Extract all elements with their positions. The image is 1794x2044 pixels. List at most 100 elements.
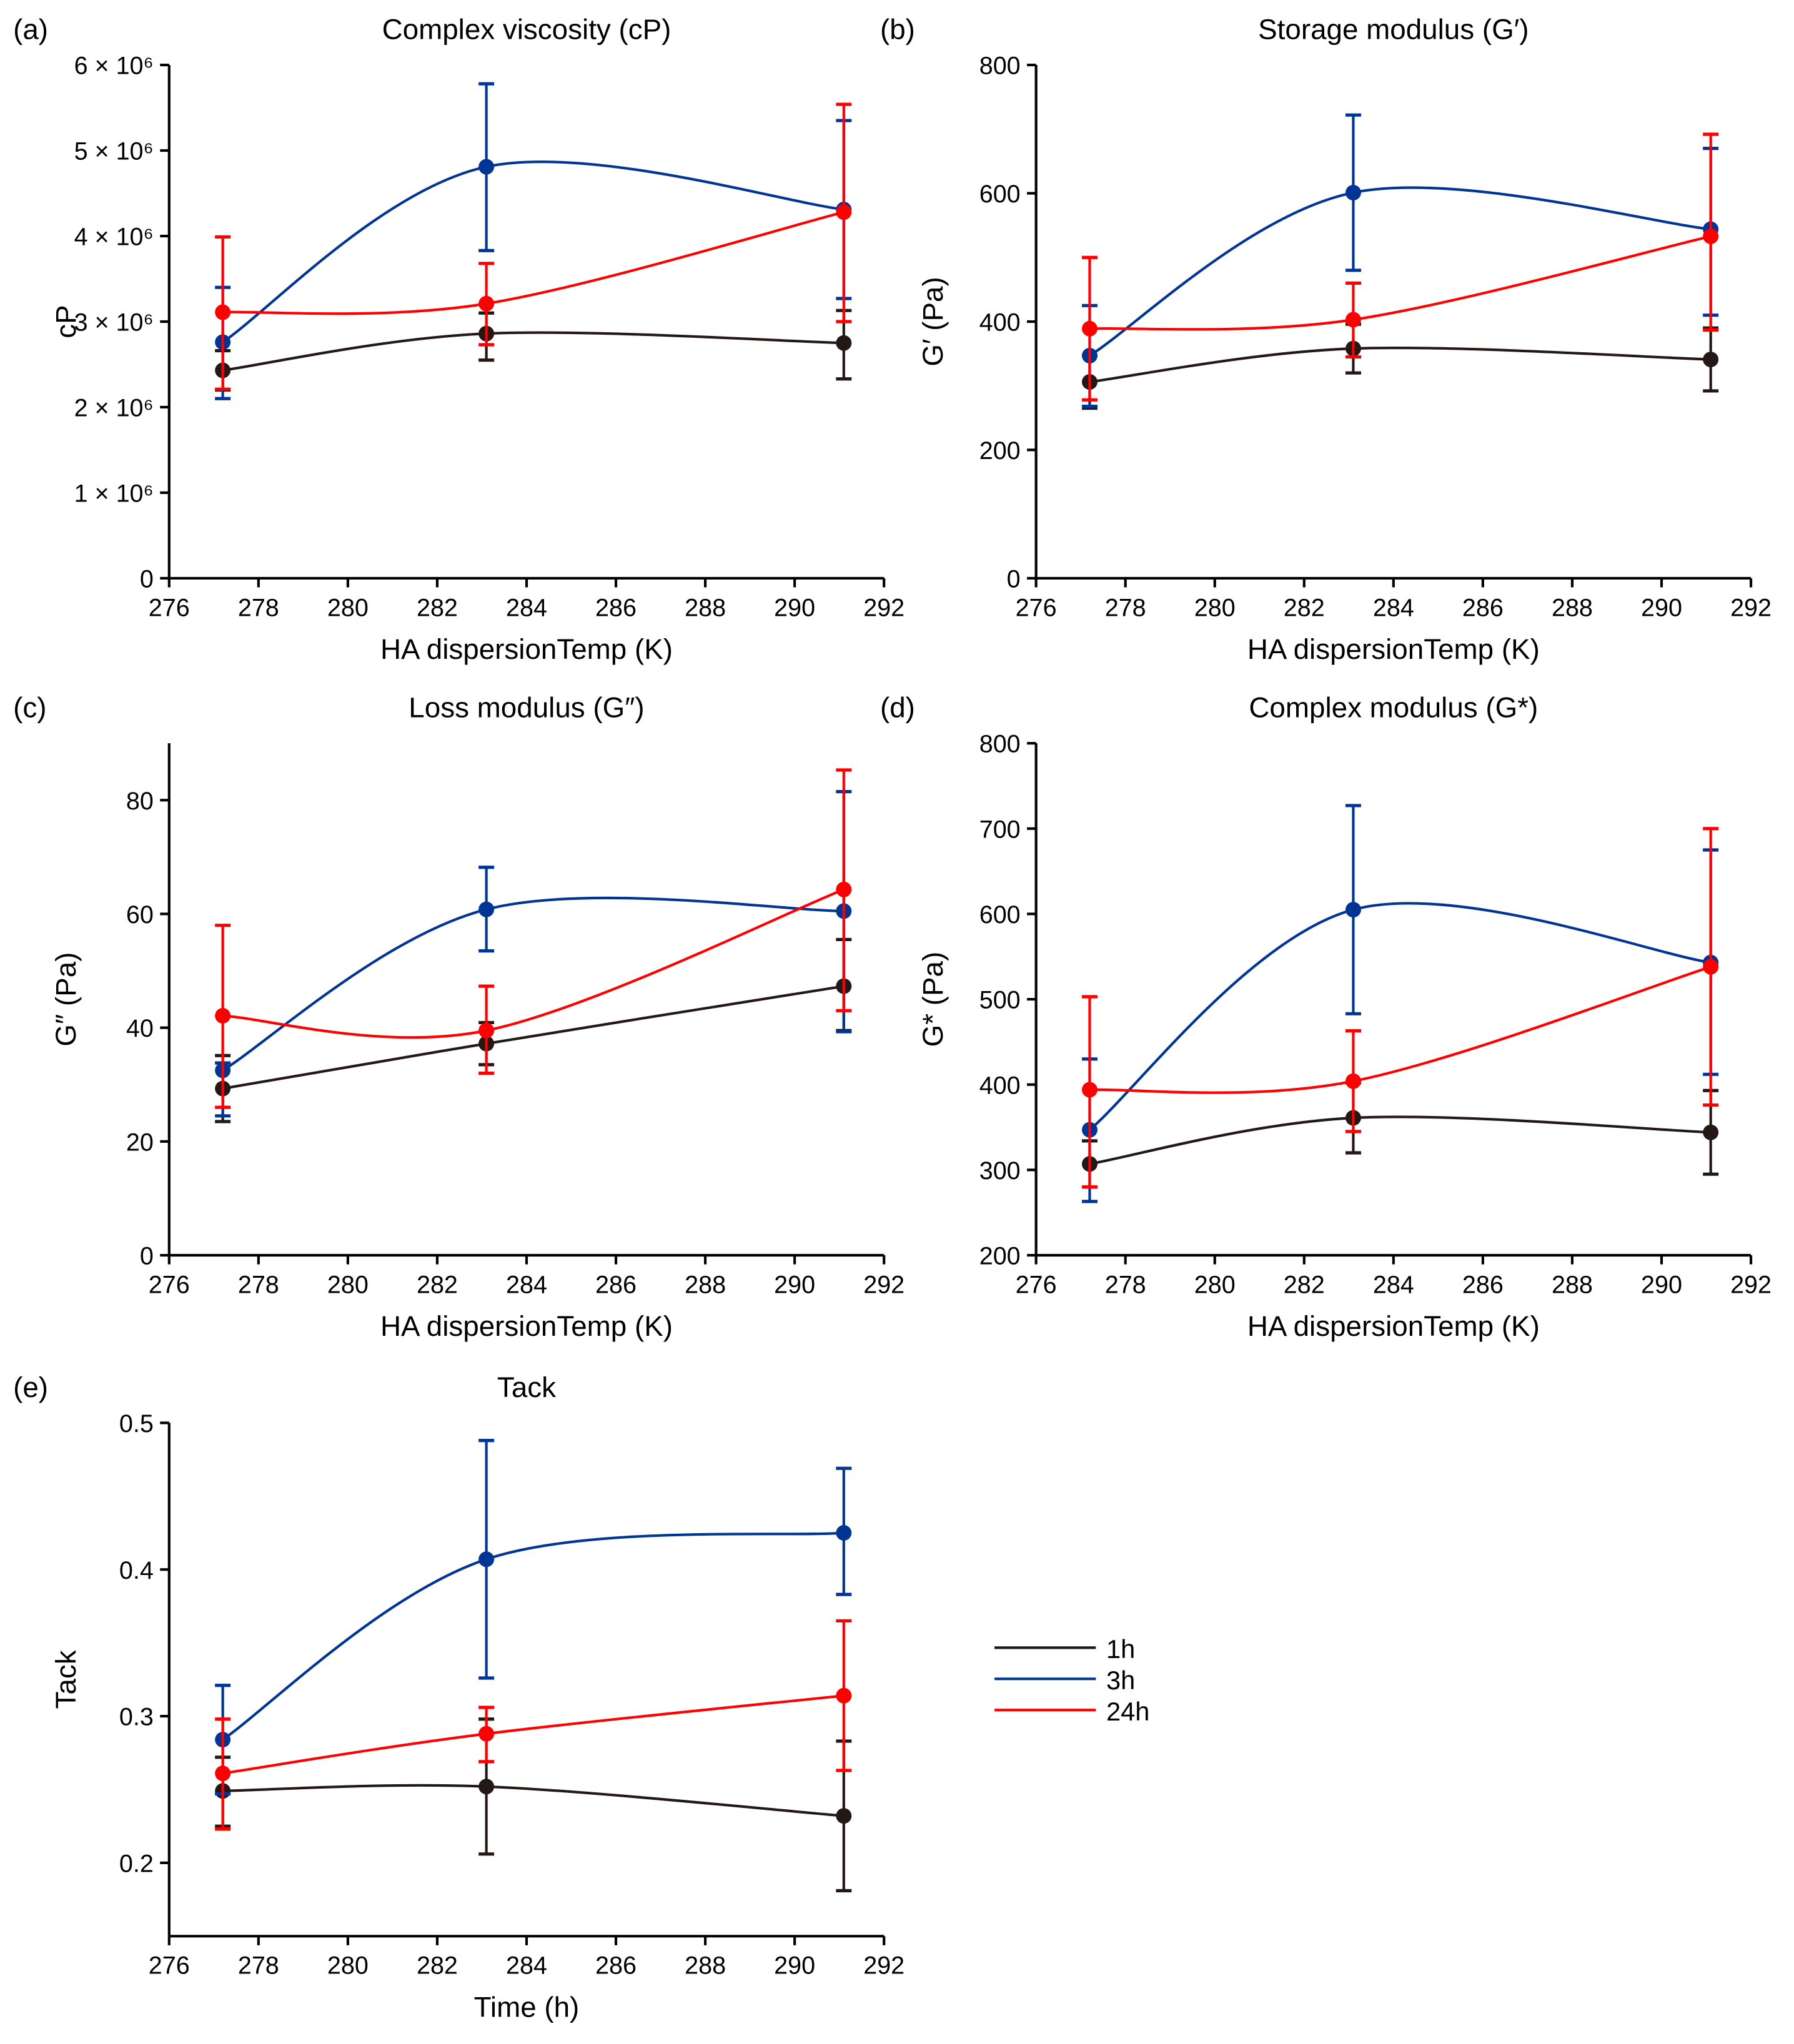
- panel-label: (d): [880, 692, 915, 724]
- x-tick-label: 278: [1105, 1271, 1146, 1298]
- y-tick-label: 6 × 10⁶: [74, 52, 154, 80]
- series-24h: [1081, 827, 1719, 1189]
- y-tick-label: 200: [979, 1243, 1021, 1270]
- x-axis-label: HA dispersionTemp (K): [1247, 633, 1540, 665]
- x-tick-label: 284: [506, 1952, 547, 1980]
- y-tick-label: 5 × 10⁶: [74, 138, 154, 165]
- y-tick-label: 1 × 10⁶: [74, 480, 154, 508]
- data-point-24h: [1703, 228, 1719, 244]
- x-tick-label: 292: [863, 594, 904, 621]
- y-axis-label: G′ (Pa): [917, 277, 949, 366]
- chart-title: Complex viscosity (cP): [382, 13, 672, 45]
- series-1h: [1081, 322, 1719, 410]
- x-tick-label: 290: [774, 1952, 815, 1980]
- series-line-24h: [1089, 965, 1712, 1094]
- series-line-3h: [222, 160, 845, 343]
- data-point-3h: [478, 901, 495, 917]
- x-tick-label: 284: [1373, 1271, 1414, 1298]
- data-point-24h: [836, 1687, 852, 1704]
- series-line-1h: [1089, 1115, 1711, 1165]
- series-3h: [1081, 804, 1719, 1203]
- x-tick-label: 290: [1641, 594, 1682, 621]
- data-point-24h: [1703, 959, 1719, 975]
- panel-label: (e): [13, 1371, 48, 1403]
- legend-label: 3h: [1106, 1666, 1135, 1695]
- data-point-24h: [1345, 312, 1361, 328]
- data-point-24h: [1081, 320, 1098, 337]
- data-point-24h: [836, 204, 852, 220]
- series-1h: [215, 1717, 852, 1893]
- legend-label: 1h: [1106, 1634, 1135, 1664]
- x-tick-label: 276: [149, 594, 190, 621]
- series-line-3h: [1089, 902, 1711, 1131]
- x-tick-label: 284: [506, 594, 547, 621]
- y-tick-label: 0.3: [119, 1704, 154, 1731]
- series-line-24h: [1089, 235, 1712, 331]
- x-tick-label: 284: [506, 1271, 547, 1298]
- x-tick-label: 292: [1730, 1271, 1772, 1298]
- data-point-1h: [478, 1779, 495, 1795]
- x-axis-label: Time (h): [474, 1991, 580, 2023]
- data-point-3h: [836, 1525, 852, 1541]
- legend-label: 24h: [1106, 1697, 1149, 1726]
- panel-label: (c): [13, 692, 46, 724]
- data-point-24h: [478, 295, 495, 312]
- series-24h: [1081, 132, 1719, 402]
- data-point-3h: [1345, 902, 1361, 918]
- data-point-24h: [478, 1726, 495, 1742]
- series-line-24h: [222, 888, 845, 1039]
- chart-title: Tack: [497, 1371, 556, 1403]
- y-axis-label: Tack: [50, 1650, 82, 1709]
- x-tick-label: 280: [327, 1952, 369, 1980]
- series-line-1h: [222, 1784, 844, 1817]
- y-tick-label: 80: [126, 787, 154, 815]
- data-point-24h: [1345, 1073, 1361, 1089]
- x-tick-label: 278: [238, 1271, 279, 1298]
- y-tick-label: 700: [979, 816, 1021, 843]
- y-tick-label: 800: [979, 52, 1021, 80]
- data-point-3h: [478, 159, 495, 175]
- panel-d: 276 278 280 282 284 286 288 290 292 200 300 400 500 6…: [880, 692, 1772, 1342]
- x-tick-label: 276: [149, 1271, 190, 1298]
- y-tick-label: 3 × 10⁶: [74, 309, 154, 337]
- chart-title: Loss modulus (G″): [409, 692, 644, 724]
- y-tick-label: 200: [979, 437, 1021, 465]
- series-1h: [215, 937, 852, 1123]
- x-tick-label: 280: [327, 1271, 369, 1298]
- x-tick-label: 282: [417, 1271, 458, 1298]
- series-line-3h: [222, 896, 844, 1072]
- x-tick-label: 288: [1552, 594, 1593, 621]
- y-tick-label: 0.5: [119, 1410, 154, 1438]
- series-3h: [215, 790, 852, 1118]
- x-tick-label: 282: [417, 594, 458, 621]
- x-tick-label: 280: [1194, 594, 1236, 621]
- series-24h: [215, 1619, 852, 1831]
- y-tick-label: 0: [140, 565, 154, 593]
- panel-label: (a): [13, 13, 48, 45]
- x-tick-label: 276: [149, 1952, 190, 1980]
- y-tick-label: 500: [979, 987, 1021, 1014]
- x-tick-label: 290: [774, 594, 815, 621]
- data-point-1h: [1703, 352, 1719, 368]
- x-tick-label: 288: [685, 1271, 726, 1298]
- panel-a: 276 278 280 282 284 286 288 290 292 0 1 × 10⁶ 2 × 1…: [13, 13, 904, 665]
- x-axis-label: HA dispersionTemp (K): [1247, 1310, 1540, 1342]
- x-tick-label: 278: [238, 594, 279, 621]
- series-line-3h: [222, 1531, 844, 1741]
- chart-title: Storage modulus (G′): [1258, 13, 1529, 45]
- x-tick-label: 288: [1552, 1271, 1593, 1298]
- series-1h: [215, 309, 852, 392]
- y-tick-label: 0: [1007, 565, 1021, 593]
- series-3h: [215, 1438, 852, 1796]
- data-point-24h: [215, 1765, 231, 1782]
- y-axis-label: G″ (Pa): [50, 952, 82, 1047]
- x-tick-label: 286: [595, 1271, 637, 1298]
- y-tick-label: 400: [979, 1072, 1021, 1099]
- panel-label: (b): [880, 13, 915, 45]
- series-3h: [215, 82, 852, 400]
- x-tick-label: 290: [774, 1271, 815, 1298]
- y-tick-label: 600: [979, 180, 1021, 208]
- x-tick-label: 286: [1462, 594, 1504, 621]
